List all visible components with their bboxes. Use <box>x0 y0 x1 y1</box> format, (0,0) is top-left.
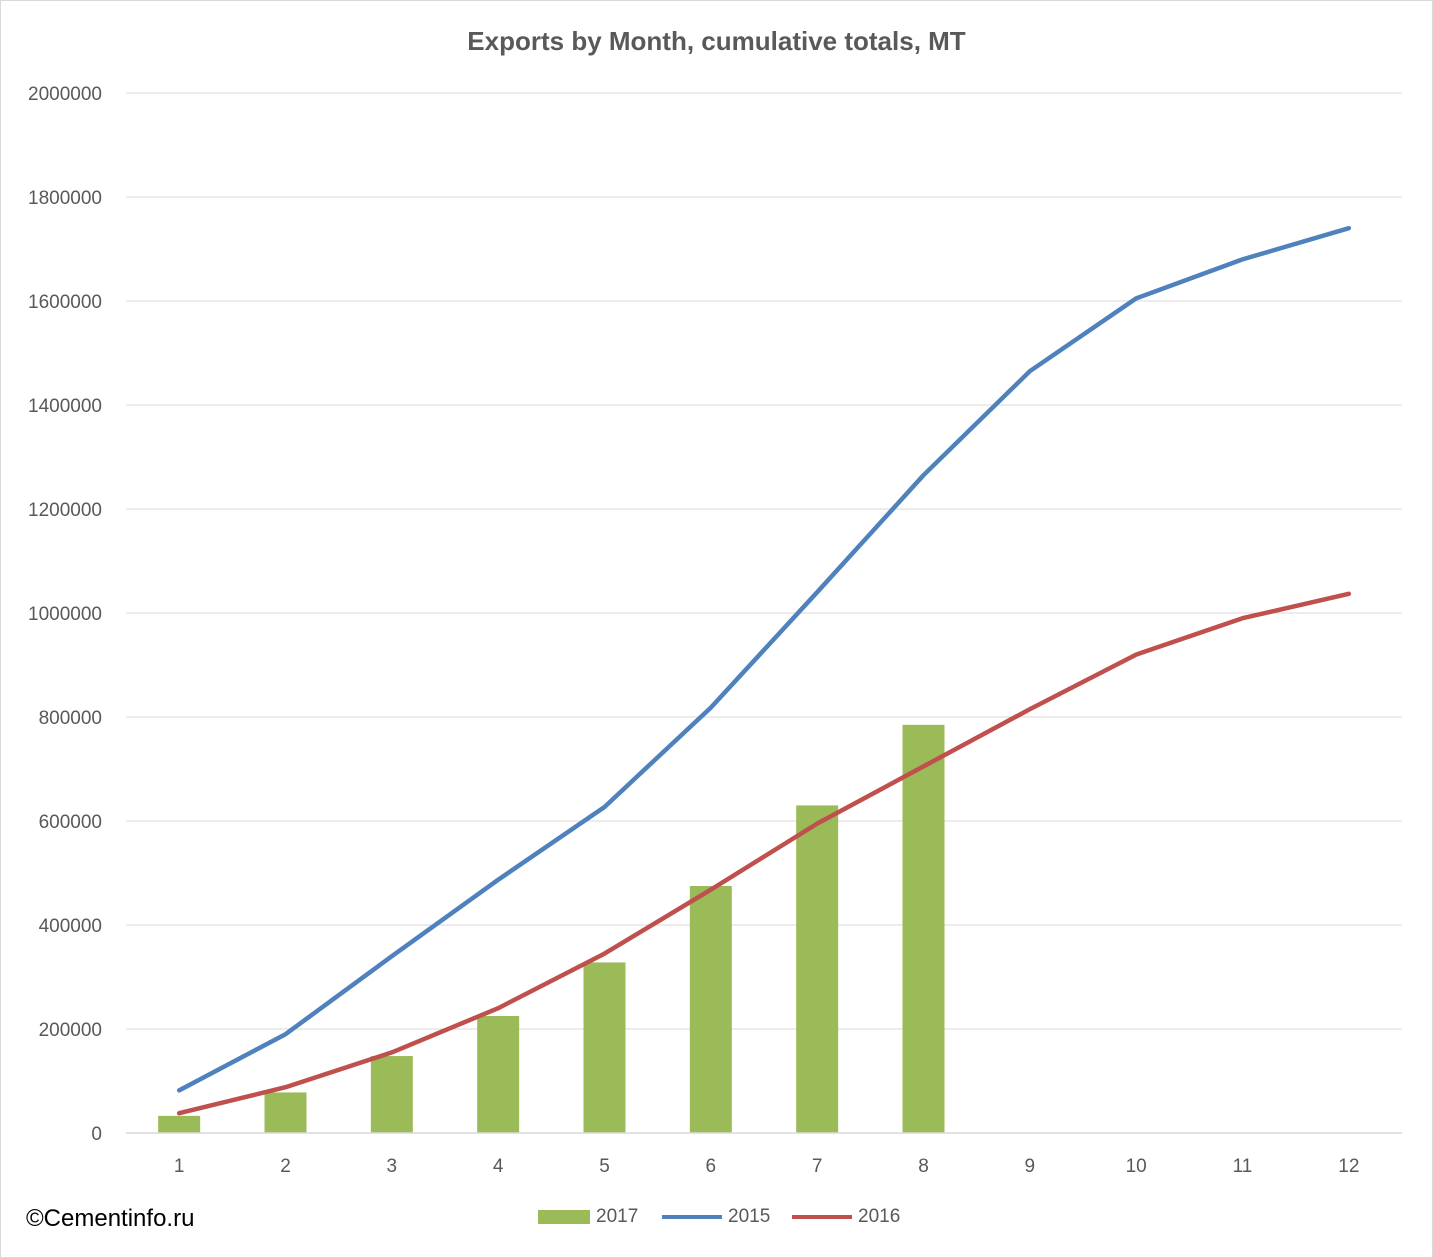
x-tick-label: 2 <box>280 1156 291 1177</box>
y-tick-label: 2000000 <box>28 84 102 105</box>
x-axis-ticks: 1 2 3 4 5 6 7 8 9 10 11 12 <box>174 1156 1360 1177</box>
bar-series <box>158 724 945 1133</box>
gridlines <box>126 92 1402 1030</box>
legend-swatch-2016 <box>792 1215 852 1219</box>
y-tick-label: 1000000 <box>28 604 102 625</box>
legend-item-2015: 2015 <box>662 1206 770 1228</box>
y-tick-label: 1200000 <box>28 500 102 521</box>
x-tick-label: 9 <box>1025 1156 1036 1177</box>
x-tick-label: 8 <box>918 1156 929 1177</box>
bar-2017-7 <box>796 805 839 1133</box>
bar-2017-5 <box>583 962 626 1133</box>
legend-item-2016: 2016 <box>792 1206 900 1228</box>
x-tick-label: 6 <box>706 1156 717 1177</box>
x-tick-label: 11 <box>1233 1156 1253 1177</box>
legend-label-2015: 2015 <box>728 1206 771 1227</box>
x-tick-label: 5 <box>599 1156 610 1177</box>
y-tick-label: 800000 <box>39 708 102 729</box>
x-tick-label: 1 <box>174 1156 185 1177</box>
y-tick-label: 600000 <box>39 812 102 833</box>
y-tick-label: 1400000 <box>28 396 102 417</box>
x-tick-label: 10 <box>1126 1156 1147 1177</box>
bar-2017-8 <box>902 724 945 1133</box>
line-series-2015 <box>176 225 1352 1093</box>
bar-2017-3 <box>370 1056 413 1133</box>
legend-label-2016: 2016 <box>858 1206 901 1227</box>
x-tick-label: 7 <box>812 1156 823 1177</box>
legend-item-2017: 2017 <box>538 1206 638 1228</box>
x-tick-label: 4 <box>493 1156 504 1177</box>
y-tick-label: 200000 <box>39 1020 102 1041</box>
y-tick-label: 1600000 <box>28 292 102 313</box>
bar-2017-1 <box>158 1115 201 1133</box>
legend-swatch-2017 <box>538 1210 590 1224</box>
credit-text: ©Cementinfo.ru <box>26 1205 195 1232</box>
y-tick-label: 1800000 <box>28 188 102 209</box>
y-axis-ticks: 0 200000 400000 600000 800000 1000000 1200000 1… <box>28 84 102 1145</box>
chart-title: Exports by Month, cumulative totals, MT <box>467 26 966 56</box>
bar-2017-4 <box>477 1016 520 1133</box>
x-tick-label: 12 <box>1338 1156 1359 1177</box>
bar-2017-2 <box>264 1092 307 1133</box>
legend-swatch-2015 <box>662 1215 722 1219</box>
x-tick-label: 3 <box>387 1156 398 1177</box>
line-series <box>176 225 1352 1116</box>
legend-label-2017: 2017 <box>596 1206 639 1227</box>
bar-2017-6 <box>689 886 732 1133</box>
legend: 2017 2015 2016 <box>0 1206 1433 1230</box>
line-series-2016 <box>176 591 1352 1116</box>
y-tick-label: 400000 <box>39 916 102 937</box>
y-tick-label: 0 <box>91 1124 102 1145</box>
